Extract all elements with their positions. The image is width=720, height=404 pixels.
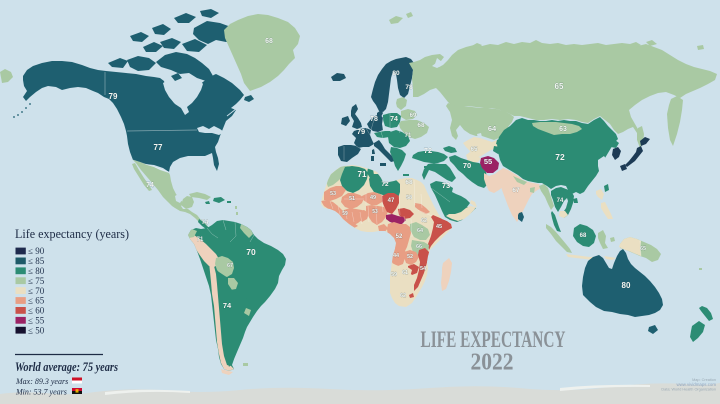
svg-text:71: 71 <box>358 170 367 179</box>
svg-text:54: 54 <box>420 266 427 272</box>
svg-text:80: 80 <box>622 281 631 290</box>
svg-text:44: 44 <box>393 253 400 259</box>
svg-text:64: 64 <box>488 124 497 133</box>
svg-text:World average: 75 years: World average: 75 years <box>15 360 118 374</box>
svg-text:66: 66 <box>416 244 422 250</box>
svg-text:53: 53 <box>372 209 378 215</box>
svg-text:68: 68 <box>265 38 273 45</box>
svg-text:74: 74 <box>223 301 232 310</box>
svg-text:62: 62 <box>400 293 406 299</box>
svg-text:53: 53 <box>330 191 336 197</box>
svg-text:67: 67 <box>512 187 520 194</box>
svg-text:≤ 80: ≤ 80 <box>28 266 45 276</box>
svg-text:58: 58 <box>406 195 412 201</box>
svg-text:Life expectancy (years): Life expectancy (years) <box>15 226 129 241</box>
svg-text:Min: 53.7 years: Min: 53.7 years <box>15 388 67 397</box>
svg-text:65: 65 <box>640 246 646 252</box>
svg-text:74: 74 <box>146 182 154 189</box>
svg-text:52: 52 <box>407 254 413 260</box>
svg-text:77: 77 <box>154 143 163 152</box>
svg-text:61: 61 <box>402 270 408 276</box>
svg-text:55: 55 <box>484 157 492 166</box>
svg-text:70: 70 <box>463 161 471 170</box>
svg-text:59: 59 <box>342 211 348 217</box>
svg-text:62: 62 <box>421 218 427 224</box>
svg-text:78: 78 <box>405 84 413 91</box>
svg-text:71: 71 <box>197 237 204 243</box>
svg-text:64: 64 <box>417 228 424 234</box>
svg-text:59: 59 <box>391 272 397 278</box>
svg-text:74: 74 <box>557 198 564 204</box>
svg-text:65: 65 <box>471 147 478 153</box>
svg-text:69: 69 <box>410 113 417 119</box>
svg-text:68: 68 <box>405 179 413 186</box>
svg-text:2022: 2022 <box>471 349 514 376</box>
svg-text:80: 80 <box>392 70 400 77</box>
svg-text:72: 72 <box>555 152 565 162</box>
svg-text:70: 70 <box>246 247 256 257</box>
svg-text:≤ 85: ≤ 85 <box>28 256 45 266</box>
svg-text:≤ 65: ≤ 65 <box>28 296 45 306</box>
svg-text:45: 45 <box>436 224 442 230</box>
svg-text:52: 52 <box>396 234 403 240</box>
svg-text:≤ 55: ≤ 55 <box>28 316 45 326</box>
svg-text:≤ 60: ≤ 60 <box>28 306 45 316</box>
svg-text:≤ 50: ≤ 50 <box>28 325 45 335</box>
svg-text:67: 67 <box>227 263 233 269</box>
svg-text:≤ 90: ≤ 90 <box>28 246 45 256</box>
svg-text:71: 71 <box>405 133 412 139</box>
svg-text:51: 51 <box>349 196 355 202</box>
svg-text:≤ 70: ≤ 70 <box>28 286 45 296</box>
svg-text:63: 63 <box>559 126 567 133</box>
svg-text:Data: World Health Organizatio: Data: World Health Organization <box>661 388 716 392</box>
svg-text:72: 72 <box>424 146 432 155</box>
svg-text:LIFE EXPECTANCY: LIFE EXPECTANCY <box>421 327 566 352</box>
svg-text:≤ 75: ≤ 75 <box>28 276 45 286</box>
svg-text:78: 78 <box>370 116 378 123</box>
svg-text:68: 68 <box>417 122 425 129</box>
svg-text:72: 72 <box>381 181 389 188</box>
svg-text:Map: Creation: Map: Creation <box>692 378 716 382</box>
svg-text:79: 79 <box>109 92 118 101</box>
svg-text:49: 49 <box>370 195 376 201</box>
svg-text:79: 79 <box>357 127 365 136</box>
svg-text:www.vividmaps.com: www.vividmaps.com <box>676 382 716 387</box>
svg-text:74: 74 <box>202 220 209 226</box>
svg-text:Max: 89.3 years: Max: 89.3 years <box>15 377 68 386</box>
svg-text:68: 68 <box>580 233 587 239</box>
svg-text:47: 47 <box>388 198 395 204</box>
svg-text:74: 74 <box>390 116 398 123</box>
svg-text:73: 73 <box>442 181 450 190</box>
svg-text:65: 65 <box>555 82 564 91</box>
